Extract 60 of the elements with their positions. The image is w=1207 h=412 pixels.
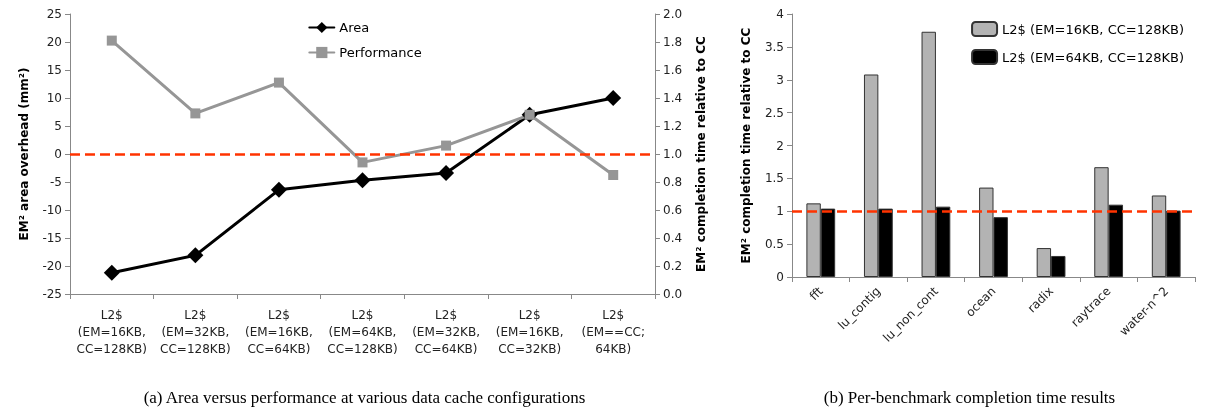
point xyxy=(354,172,371,189)
y2-tick-label: 0.4 xyxy=(663,231,683,245)
x-tick-label: fft xyxy=(806,283,826,304)
y-tick-label: -15 xyxy=(42,231,62,245)
y2-tick-label: 0.0 xyxy=(663,287,683,301)
y2-tick-label: 1.8 xyxy=(663,35,683,49)
y2-tick-label: 0.6 xyxy=(663,203,683,217)
x-tick-label: L2$ (EM=16KB, CC=64KB) xyxy=(245,307,313,356)
y2-tick-label: 0.2 xyxy=(663,259,683,273)
legend-label: L2$ (EM=64KB, CC=128KB) xyxy=(1002,49,1184,65)
legend-label: L2$ (EM=16KB, CC=128KB) xyxy=(1002,21,1184,37)
y-tick-label: -5 xyxy=(50,175,62,189)
point xyxy=(270,181,287,198)
x-tick-label: L2$ (EM=16KB, CC=32KB) xyxy=(495,307,564,356)
y-tick-label: 20 xyxy=(46,35,62,49)
y-tick-label: -25 xyxy=(42,287,62,301)
legend-label: Area xyxy=(339,20,370,35)
y-tick-label: 3 xyxy=(776,72,784,87)
legend-label: Performance xyxy=(339,45,422,60)
y-tick-label: 0 xyxy=(54,147,62,161)
y-tick-label: 2.5 xyxy=(764,105,784,120)
y-tick-label: 10 xyxy=(46,91,62,105)
y-tick-label: 5 xyxy=(54,119,62,133)
y2-tick-label: 1.0 xyxy=(663,147,683,161)
y-tick-label: -20 xyxy=(42,259,62,273)
y2-tick-label: 1.2 xyxy=(663,119,683,133)
y-tick-label: 3.5 xyxy=(764,39,784,54)
x-tick-label: L2$ (EM=64KB, CC=128KB) xyxy=(327,307,398,356)
point xyxy=(605,90,622,106)
x-tick-label: L2$ (EM=32KB, CC=64KB) xyxy=(412,307,480,356)
x-tick-label: L2$ (EM=16KB, CC=128KB) xyxy=(76,307,148,356)
text: (a) Area versus performance at various data cache configurations xyxy=(143,388,586,407)
y-axis-title: EM² area overhead (mm²) xyxy=(17,67,31,241)
y-tick-label: 4 xyxy=(776,7,784,21)
y-tick-label: 2 xyxy=(776,138,784,153)
y-tick-label: -10 xyxy=(42,203,62,217)
y2-tick-label: 0.8 xyxy=(663,175,683,189)
y-tick-label: 15 xyxy=(46,63,62,77)
point xyxy=(608,170,619,180)
point xyxy=(357,157,368,168)
y-tick-label: 25 xyxy=(46,7,62,21)
point xyxy=(103,264,120,281)
y2-tick-label: 1.4 xyxy=(663,91,683,105)
point xyxy=(441,140,452,151)
point xyxy=(190,108,201,119)
y-axis-title: EM² completion time relative to CC xyxy=(739,27,753,264)
point xyxy=(438,165,455,182)
point xyxy=(187,247,204,264)
point xyxy=(273,77,284,88)
x-tick-label: L2$ (EM==CC; 64KB) xyxy=(581,307,645,356)
y2-tick-label: 1.6 xyxy=(663,63,683,77)
y2-axis-title: EM² completion time relative to CC xyxy=(694,35,708,272)
x-tick-label: L2$ (EM=32KB, CC=128KB) xyxy=(160,307,231,356)
y-tick-label: 0.5 xyxy=(764,237,784,252)
y-tick-label: 1.5 xyxy=(764,171,784,186)
y-tick-label: 1 xyxy=(776,204,784,219)
y2-tick-label: 2.0 xyxy=(663,7,683,21)
point xyxy=(106,35,117,46)
text: (b) Per-benchmark completion time results xyxy=(823,388,1116,407)
y-tick-label: 0 xyxy=(776,270,784,284)
